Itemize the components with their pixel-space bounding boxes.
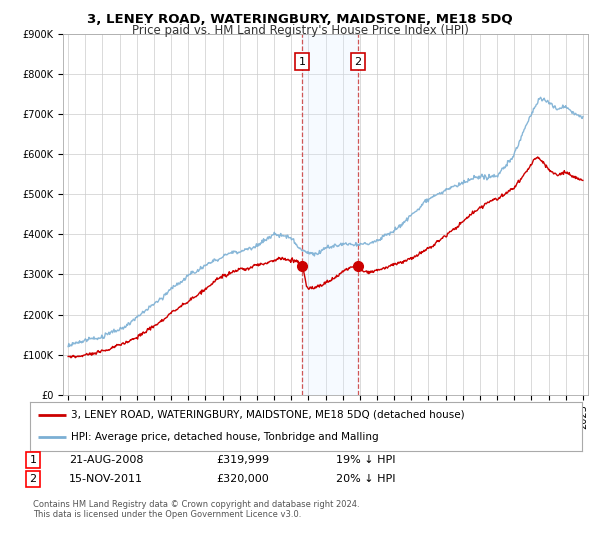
Text: £320,000: £320,000	[216, 474, 269, 484]
Text: 15-NOV-2011: 15-NOV-2011	[69, 474, 143, 484]
Text: 19% ↓ HPI: 19% ↓ HPI	[336, 455, 395, 465]
Text: 1: 1	[299, 57, 305, 67]
Text: 20% ↓ HPI: 20% ↓ HPI	[336, 474, 395, 484]
Text: £319,999: £319,999	[216, 455, 269, 465]
Text: Price paid vs. HM Land Registry's House Price Index (HPI): Price paid vs. HM Land Registry's House …	[131, 24, 469, 37]
Text: 3, LENEY ROAD, WATERINGBURY, MAIDSTONE, ME18 5DQ: 3, LENEY ROAD, WATERINGBURY, MAIDSTONE, …	[87, 13, 513, 26]
Text: 1: 1	[29, 455, 37, 465]
Bar	[302, 34, 358, 395]
Text: 2: 2	[354, 57, 361, 67]
Text: 3, LENEY ROAD, WATERINGBURY, MAIDSTONE, ME18 5DQ (detached house): 3, LENEY ROAD, WATERINGBURY, MAIDSTONE, …	[71, 410, 465, 420]
Text: 2: 2	[29, 474, 37, 484]
Text: 21-AUG-2008: 21-AUG-2008	[69, 455, 143, 465]
Text: HPI: Average price, detached house, Tonbridge and Malling: HPI: Average price, detached house, Tonb…	[71, 432, 379, 442]
Text: Contains HM Land Registry data © Crown copyright and database right 2024.
This d: Contains HM Land Registry data © Crown c…	[33, 500, 359, 519]
